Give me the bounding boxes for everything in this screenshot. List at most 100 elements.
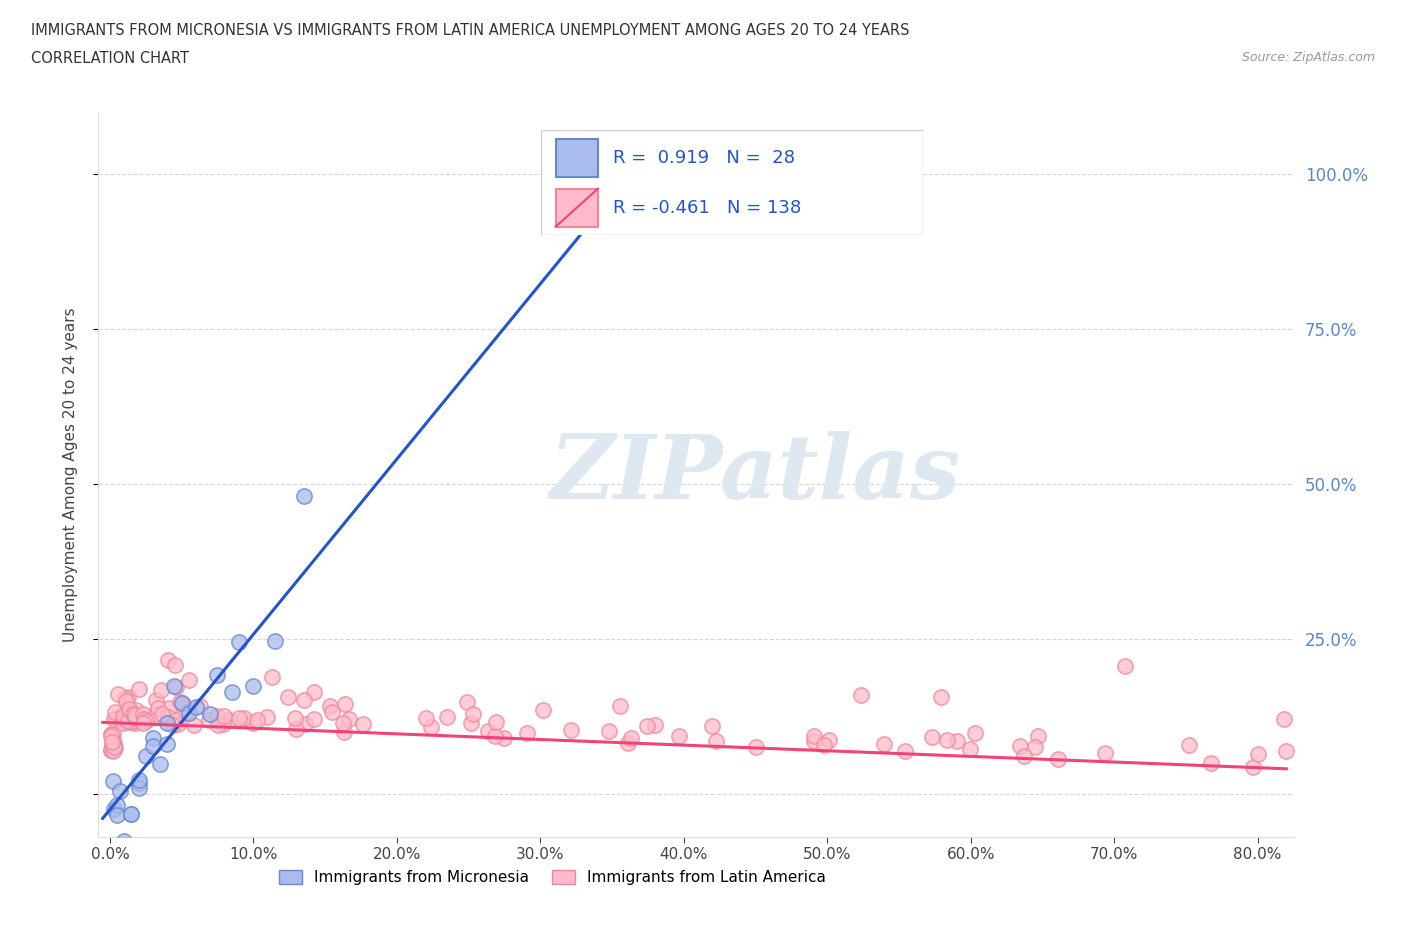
Point <box>1241 759 1264 774</box>
Point <box>228 635 250 650</box>
Point <box>704 734 727 749</box>
Point <box>172 697 194 711</box>
Point <box>211 716 233 731</box>
Point <box>132 707 155 722</box>
Point <box>516 725 538 740</box>
Legend: Immigrants from Micronesia, Immigrants from Latin America: Immigrants from Micronesia, Immigrants f… <box>273 864 832 891</box>
Point <box>103 736 125 751</box>
Point <box>598 724 620 738</box>
Point <box>135 749 157 764</box>
Point <box>1246 747 1268 762</box>
Point <box>931 689 953 704</box>
Point <box>242 679 264 694</box>
Point <box>103 740 125 755</box>
Point <box>318 699 340 714</box>
Point <box>415 711 437 725</box>
Point <box>745 740 768 755</box>
Point <box>112 834 135 849</box>
Point <box>100 726 122 741</box>
Point <box>152 707 174 722</box>
Point <box>149 757 172 772</box>
Point <box>813 737 835 752</box>
Point <box>1201 755 1223 770</box>
Point <box>420 720 443 735</box>
Point <box>207 717 229 732</box>
Point <box>104 704 127 719</box>
Point <box>1177 737 1199 752</box>
Point <box>157 701 180 716</box>
Point <box>207 668 229 683</box>
Point <box>101 734 124 749</box>
Point <box>115 694 138 709</box>
Point <box>936 733 959 748</box>
Point <box>165 658 187 672</box>
Point <box>114 691 136 706</box>
Text: Source: ZipAtlas.com: Source: ZipAtlas.com <box>1241 51 1375 64</box>
Point <box>294 716 316 731</box>
Point <box>228 711 250 725</box>
Point <box>617 735 640 750</box>
Point <box>108 783 131 798</box>
Point <box>242 715 264 730</box>
Point <box>492 730 515 745</box>
Point <box>162 717 184 732</box>
Point <box>1010 738 1032 753</box>
Point <box>156 737 179 751</box>
Point <box>894 743 917 758</box>
Point <box>177 705 200 720</box>
Point <box>352 717 374 732</box>
Point <box>156 653 179 668</box>
Point <box>218 712 240 727</box>
Point <box>262 670 284 684</box>
Point <box>803 733 825 748</box>
Point <box>1014 749 1036 764</box>
Point <box>101 743 124 758</box>
Point <box>188 698 211 713</box>
Point <box>264 633 287 648</box>
Point <box>277 689 299 704</box>
Point <box>477 724 499 738</box>
Point <box>1274 743 1296 758</box>
Point <box>132 715 155 730</box>
Text: IMMIGRANTS FROM MICRONESIA VS IMMIGRANTS FROM LATIN AMERICA UNEMPLOYMENT AMONG A: IMMIGRANTS FROM MICRONESIA VS IMMIGRANTS… <box>31 23 910 38</box>
Point <box>818 733 841 748</box>
Point <box>156 715 179 730</box>
Point <box>124 715 146 730</box>
Point <box>302 711 325 726</box>
Point <box>128 682 150 697</box>
Point <box>121 714 143 729</box>
Point <box>103 711 125 726</box>
Point <box>122 707 145 722</box>
Point <box>124 711 146 725</box>
Point <box>332 715 354 730</box>
Point <box>460 716 482 731</box>
Point <box>103 802 125 817</box>
Point <box>337 711 360 726</box>
Point <box>285 721 308 736</box>
Point <box>120 806 142 821</box>
Point <box>959 741 981 756</box>
Point <box>668 728 690 743</box>
Point <box>246 712 269 727</box>
Point <box>142 730 165 745</box>
Point <box>165 712 187 727</box>
Point <box>100 743 122 758</box>
Point <box>112 715 135 730</box>
Point <box>117 713 139 728</box>
Point <box>105 711 128 725</box>
Point <box>200 707 222 722</box>
Point <box>135 714 157 729</box>
Point <box>104 740 127 755</box>
Point <box>1272 711 1295 726</box>
Point <box>128 776 150 790</box>
Point <box>105 807 128 822</box>
Point <box>100 742 122 757</box>
Point <box>700 719 723 734</box>
Point <box>284 711 307 725</box>
Point <box>560 723 582 737</box>
Point <box>174 705 197 720</box>
Point <box>117 708 139 723</box>
Point <box>101 774 124 789</box>
Point <box>873 737 896 751</box>
Point <box>233 711 256 725</box>
